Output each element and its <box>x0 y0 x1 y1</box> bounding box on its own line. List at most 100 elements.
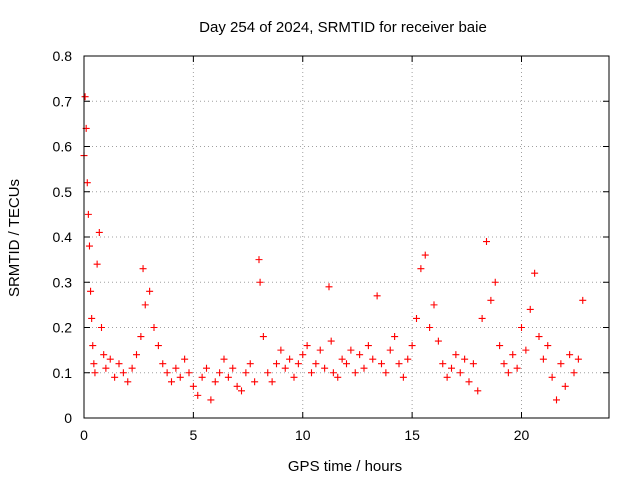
x-tick-label: 5 <box>189 427 197 443</box>
data-point <box>325 283 333 291</box>
data-point <box>360 364 368 372</box>
data-point <box>224 373 232 381</box>
data-point <box>566 351 574 359</box>
data-point <box>88 314 96 322</box>
data-point <box>483 238 490 246</box>
x-axis-label: GPS time / hours <box>288 458 402 475</box>
data-point <box>89 342 97 350</box>
y-tick-label: 0.3 <box>53 274 73 290</box>
data-point <box>273 360 280 368</box>
data-point <box>316 346 324 354</box>
plot-frame <box>83 55 610 419</box>
data-point <box>522 346 530 354</box>
data-point <box>259 333 267 341</box>
data-point <box>95 228 103 236</box>
data-point <box>159 360 167 368</box>
data-point <box>264 369 272 377</box>
data-point <box>100 351 108 359</box>
data-point <box>93 260 101 268</box>
data-point <box>111 373 119 381</box>
data-point <box>456 369 464 377</box>
data-point <box>181 355 189 363</box>
data-point <box>469 360 477 368</box>
data-point <box>526 305 534 313</box>
data-point <box>124 378 132 386</box>
data-point <box>461 355 469 363</box>
data-point <box>399 373 407 381</box>
data-point <box>133 351 140 359</box>
data-point <box>373 292 381 300</box>
data-point <box>308 369 315 377</box>
data-point <box>539 355 547 363</box>
data-point <box>128 364 136 372</box>
data-point <box>443 373 451 381</box>
data-point <box>513 364 521 372</box>
x-tick-label: 0 <box>80 427 88 443</box>
data-point <box>251 378 259 386</box>
data-point <box>491 278 499 286</box>
data-point <box>242 369 250 377</box>
data-point <box>185 369 193 377</box>
data-point <box>417 265 425 273</box>
data-point <box>329 369 337 377</box>
data-point <box>194 391 202 399</box>
data-point <box>408 342 416 350</box>
data-point <box>518 324 525 331</box>
data-point <box>334 373 342 381</box>
data-point <box>246 360 254 368</box>
data-point <box>500 360 508 368</box>
data-point <box>154 342 162 350</box>
data-point <box>141 301 149 309</box>
data-point <box>216 369 224 377</box>
data-point <box>413 314 420 322</box>
data-point <box>229 364 237 372</box>
data-point <box>211 378 219 386</box>
axis-ticks: 0 0.1 0.2 0.3 0.4 0.5 0.6 0.7 0.8 0 5 10 15 20 <box>53 48 609 443</box>
data-point <box>83 179 91 187</box>
data-point <box>426 324 434 331</box>
data-point <box>312 360 320 368</box>
y-tick-label: 0 <box>64 410 72 426</box>
grid <box>84 56 609 418</box>
data-point <box>281 364 289 372</box>
data-point <box>439 360 447 368</box>
data-point <box>84 210 92 218</box>
data-point <box>277 346 285 354</box>
data-point <box>434 337 442 345</box>
data-point <box>343 360 350 368</box>
data-point <box>448 364 455 372</box>
data-point <box>286 355 294 363</box>
data-point <box>189 382 197 390</box>
data-point <box>102 364 110 372</box>
data-point <box>347 346 355 354</box>
data-point <box>106 355 114 363</box>
data-point <box>255 256 263 264</box>
data-point <box>207 396 215 404</box>
data-point <box>115 360 123 368</box>
data-point <box>256 278 264 286</box>
data-point <box>557 360 565 368</box>
data-point <box>238 387 245 395</box>
x-tick-label: 20 <box>514 427 530 443</box>
y-tick-label: 0.8 <box>53 48 73 64</box>
data-point <box>574 355 582 363</box>
data-point <box>351 369 359 377</box>
data-point <box>294 360 302 368</box>
y-axis-label: SRMTID / TECUs <box>6 179 23 297</box>
y-tick-label: 0.1 <box>53 365 73 381</box>
data-point <box>290 373 298 381</box>
data-point <box>369 355 377 363</box>
data-point <box>496 342 504 350</box>
data-point <box>421 251 429 259</box>
data-point <box>553 396 560 404</box>
data-point <box>176 373 184 381</box>
data-point <box>338 355 346 363</box>
data-point <box>474 387 482 395</box>
data-point <box>321 364 329 372</box>
data-point <box>198 373 206 381</box>
data-point <box>172 364 180 372</box>
data-point <box>85 242 93 250</box>
data-point <box>303 342 311 350</box>
data-point <box>168 378 175 386</box>
